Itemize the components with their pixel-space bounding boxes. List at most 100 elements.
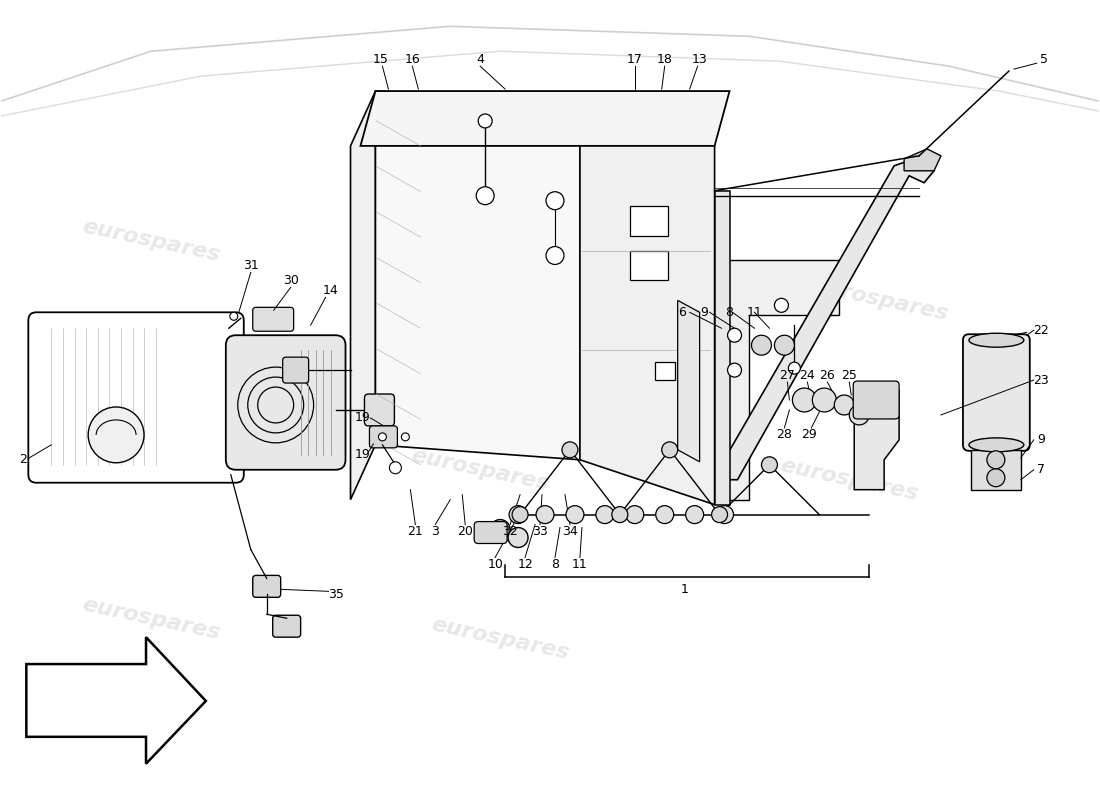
Circle shape (566, 506, 584, 523)
Text: 30: 30 (283, 274, 298, 287)
Polygon shape (904, 149, 940, 170)
Circle shape (230, 312, 238, 320)
Text: 23: 23 (1033, 374, 1048, 386)
Text: 29: 29 (802, 428, 817, 442)
Text: 13: 13 (692, 53, 707, 66)
Text: 11: 11 (747, 306, 762, 319)
Polygon shape (26, 637, 206, 764)
Circle shape (476, 186, 494, 205)
Circle shape (508, 527, 528, 547)
Circle shape (834, 395, 855, 415)
Text: 10: 10 (487, 558, 503, 571)
Text: 22: 22 (1033, 324, 1048, 337)
Text: 27: 27 (780, 369, 795, 382)
Polygon shape (361, 91, 729, 146)
Circle shape (88, 407, 144, 462)
Text: 6: 6 (678, 306, 685, 319)
Circle shape (849, 405, 869, 425)
Text: 16: 16 (405, 53, 420, 66)
Text: eurospares: eurospares (409, 446, 551, 494)
Circle shape (774, 298, 789, 312)
Polygon shape (715, 190, 729, 505)
Text: 32: 32 (503, 525, 518, 538)
Text: 8: 8 (726, 306, 734, 319)
Text: 5: 5 (1040, 53, 1047, 66)
Text: 11: 11 (572, 558, 587, 571)
FancyBboxPatch shape (253, 575, 280, 598)
Circle shape (626, 506, 644, 523)
Polygon shape (717, 261, 839, 500)
Text: 12: 12 (517, 558, 532, 571)
FancyBboxPatch shape (474, 522, 507, 543)
Text: 21: 21 (407, 525, 424, 538)
Text: 4: 4 (476, 53, 484, 66)
Text: 7: 7 (1037, 463, 1045, 476)
Circle shape (727, 328, 741, 342)
Circle shape (389, 462, 402, 474)
FancyBboxPatch shape (962, 334, 1030, 451)
Circle shape (812, 388, 836, 412)
Circle shape (656, 506, 673, 523)
Text: eurospares: eurospares (51, 426, 192, 474)
Circle shape (402, 433, 409, 441)
Polygon shape (580, 101, 715, 505)
Circle shape (987, 469, 1004, 486)
Circle shape (536, 506, 554, 523)
FancyBboxPatch shape (253, 307, 294, 331)
Text: eurospares: eurospares (80, 595, 222, 644)
FancyBboxPatch shape (854, 381, 899, 419)
Text: 24: 24 (800, 369, 815, 382)
Bar (630, 206, 668, 235)
Text: 9: 9 (1037, 434, 1045, 446)
Bar (654, 362, 674, 380)
Circle shape (491, 519, 510, 539)
Text: 25: 25 (842, 369, 857, 382)
Text: 3: 3 (431, 525, 439, 538)
Circle shape (761, 457, 778, 473)
Circle shape (987, 451, 1004, 469)
Text: eurospares: eurospares (449, 226, 591, 275)
Polygon shape (351, 91, 375, 500)
Text: 17: 17 (627, 53, 642, 66)
Circle shape (751, 335, 771, 355)
Text: 28: 28 (777, 428, 792, 442)
Circle shape (789, 362, 801, 374)
Circle shape (685, 506, 704, 523)
FancyBboxPatch shape (226, 335, 345, 470)
Circle shape (513, 506, 528, 522)
Text: eurospares: eurospares (429, 614, 571, 663)
Text: 19: 19 (354, 448, 371, 462)
Ellipse shape (969, 334, 1024, 347)
Circle shape (716, 506, 734, 523)
Circle shape (596, 506, 614, 523)
Circle shape (509, 506, 527, 523)
FancyBboxPatch shape (364, 394, 395, 426)
Text: 31: 31 (243, 259, 258, 272)
FancyBboxPatch shape (283, 357, 309, 383)
Text: 14: 14 (322, 284, 339, 297)
Text: 8: 8 (551, 558, 559, 571)
Bar (630, 250, 668, 281)
Text: 35: 35 (328, 588, 343, 601)
Circle shape (774, 335, 794, 355)
Circle shape (662, 442, 678, 458)
Circle shape (612, 506, 628, 522)
Text: 15: 15 (373, 53, 388, 66)
Text: eurospares: eurospares (779, 455, 921, 504)
Text: 34: 34 (562, 525, 578, 538)
FancyBboxPatch shape (273, 615, 300, 637)
Text: 19: 19 (354, 411, 371, 425)
Polygon shape (375, 91, 580, 460)
Text: 18: 18 (657, 53, 672, 66)
Bar (971, 450, 1021, 490)
Polygon shape (855, 390, 899, 490)
Text: eurospares: eurospares (80, 216, 222, 265)
Circle shape (712, 506, 727, 522)
Circle shape (546, 246, 564, 265)
Text: 1: 1 (681, 583, 689, 596)
Text: 33: 33 (532, 525, 548, 538)
FancyBboxPatch shape (29, 312, 244, 482)
FancyBboxPatch shape (370, 426, 397, 448)
Text: eurospares: eurospares (808, 276, 950, 325)
Polygon shape (719, 159, 934, 480)
